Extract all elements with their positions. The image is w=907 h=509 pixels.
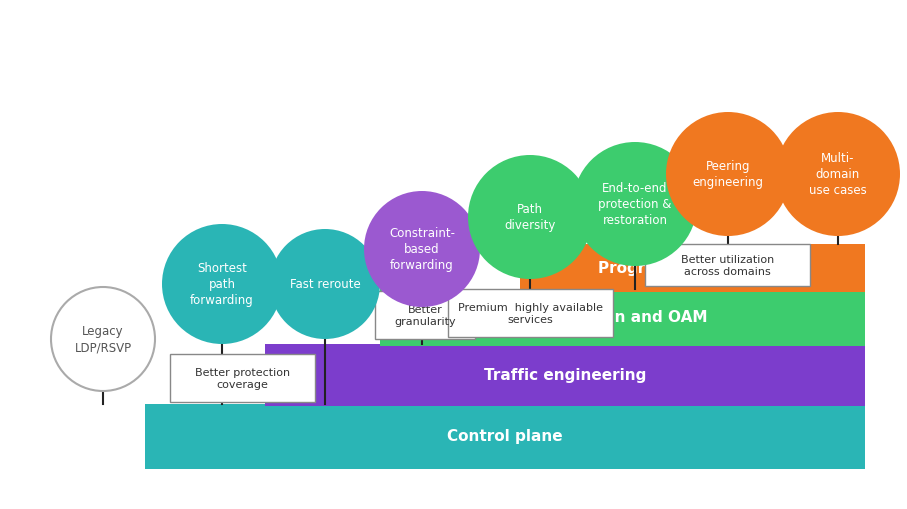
FancyBboxPatch shape	[170, 354, 315, 402]
FancyBboxPatch shape	[448, 290, 613, 337]
FancyBboxPatch shape	[380, 290, 865, 346]
Ellipse shape	[468, 156, 592, 279]
Text: Better protection
coverage: Better protection coverage	[195, 367, 290, 389]
FancyBboxPatch shape	[645, 244, 810, 287]
Text: Legacy
LDP/RSVP: Legacy LDP/RSVP	[74, 325, 132, 354]
Ellipse shape	[162, 224, 282, 344]
Text: Path
diversity: Path diversity	[504, 203, 556, 232]
Text: Protection and OAM: Protection and OAM	[536, 310, 707, 325]
Ellipse shape	[776, 113, 900, 237]
Text: Control plane: Control plane	[447, 429, 563, 444]
FancyBboxPatch shape	[520, 244, 865, 293]
Ellipse shape	[51, 288, 155, 391]
Text: Peering
engineering: Peering engineering	[693, 160, 764, 189]
FancyBboxPatch shape	[265, 344, 865, 406]
Text: Programmatic control: Programmatic control	[599, 261, 785, 276]
Text: Better utilization
across domains: Better utilization across domains	[681, 254, 775, 276]
Text: End-to-end
protection &
restoration: End-to-end protection & restoration	[599, 182, 672, 227]
Text: Better
granularity: Better granularity	[395, 304, 456, 326]
Text: Fast reroute: Fast reroute	[289, 278, 360, 291]
Ellipse shape	[270, 230, 380, 340]
Text: Constraint-
based
forwarding: Constraint- based forwarding	[389, 227, 455, 272]
Text: Shortest
path
forwarding: Shortest path forwarding	[190, 262, 254, 307]
Text: Multi-
domain
use cases: Multi- domain use cases	[809, 152, 867, 197]
Text: Premium  highly available
services: Premium highly available services	[458, 303, 603, 324]
FancyBboxPatch shape	[375, 292, 475, 340]
FancyBboxPatch shape	[145, 404, 865, 469]
Ellipse shape	[666, 113, 790, 237]
Ellipse shape	[364, 191, 480, 307]
Ellipse shape	[573, 143, 697, 267]
Text: Traffic engineering: Traffic engineering	[483, 368, 646, 383]
